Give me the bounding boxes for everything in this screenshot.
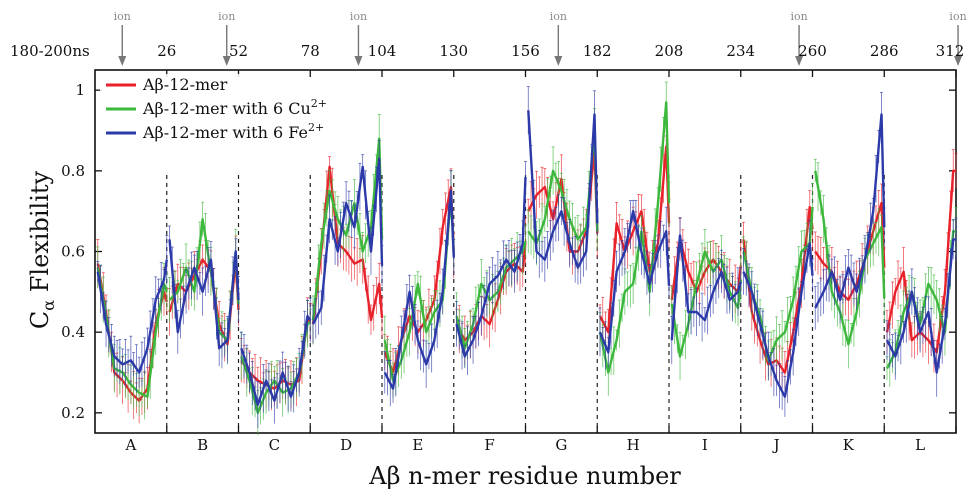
series-line [240,314,312,406]
series-layer [96,81,958,436]
y-tick-label: 0.2 [61,404,85,422]
ion-arrow-head [954,56,963,66]
top-tick-label: 78 [301,42,320,60]
ion-marker: ion [550,10,567,66]
y-tick-label: 1 [75,81,85,99]
segment-label: A [124,436,136,454]
ion-arrow-head [554,56,563,66]
top-tick-label: 286 [870,42,899,60]
series-line [455,241,527,350]
series-line [885,169,956,354]
series-line [168,239,240,350]
series-line [598,145,671,334]
ion-label: ion [550,10,567,23]
ion-label: ion [790,10,807,23]
legend-label: Aβ-12-mer with 6 Cu2+ [142,97,327,118]
segment-label: L [915,436,925,454]
ion-label: ion [350,10,367,23]
top-tick-label: 156 [511,42,540,60]
segment-labels: A B C D E F G H I J K L [124,436,925,454]
segment-label: I [702,436,708,454]
series-line [311,137,384,321]
segment-label: E [412,436,423,454]
top-tick-label: 208 [655,42,684,60]
ion-arrow-head [795,56,804,66]
segment-label: B [197,436,208,454]
segment-label: C [269,436,280,454]
series-line [311,157,384,325]
top-tick-label: 104 [368,42,397,60]
series-line [527,110,599,269]
series-line [598,101,671,374]
series-line [670,250,742,358]
ion-label: ion [949,10,966,23]
series-line [240,318,311,390]
ion-arrow-head [354,56,363,66]
series-line [814,170,886,346]
series-line [670,238,742,301]
top-tick-label: 182 [583,42,612,60]
series-line [383,189,455,390]
y-tick-labels: 0.2 0.4 0.6 0.8 1 [61,81,85,422]
legend-label: Aβ-12-mer with 6 Fe2+ [142,121,324,142]
ion-label: ion [114,10,131,23]
series-3 [96,86,958,429]
y-tick-label: 0.8 [61,162,85,180]
ion-arrow-head [118,56,127,66]
segment-label: K [843,436,855,454]
top-tick-label: 130 [439,42,468,60]
series-line [742,242,814,398]
series-line [455,176,527,358]
series-line [96,259,168,374]
x-axis-title: Aβ n-mer residue number [368,462,681,490]
ion-label: ion [218,10,235,23]
top-tick-label: 260 [798,42,827,60]
series-line [598,210,671,354]
series-line [885,238,956,374]
legend-label: Aβ-12-mer [142,75,228,94]
series-line [742,205,814,374]
legend: Aβ-12-mer Aβ-12-mer with 6 Cu2+ Aβ-12-mer … [100,74,327,144]
ion-marker: ion [350,10,367,66]
ion-marker: ion [218,10,235,66]
series-line [527,129,599,245]
ion-marker: ion [949,10,967,66]
series-line [383,185,455,374]
series-line [814,201,886,302]
y-tick-label: 0.4 [61,323,85,341]
segment-label: J [772,436,780,454]
ion-markers: ion ion ion ion ion ion [114,10,967,66]
series-line [814,113,886,309]
y-axis-title: Cα Flexibility [26,170,58,329]
ion-arrow-head [222,56,231,66]
series-line [168,258,240,346]
series-line [670,234,742,341]
time-window-label: 180-200ns [10,42,90,60]
top-tick-label: 312 [936,42,965,60]
top-tick-labels: 26 52 78 104 130 156 182 208 234 260 286 312 [157,42,964,60]
top-tick-label: 52 [229,42,248,60]
segment-label: F [484,436,494,454]
segment-label: H [627,436,640,454]
segment-label: D [340,436,352,454]
y-tick-label: 0.6 [61,243,85,261]
top-tick-label: 26 [157,42,176,60]
top-tick-label: 234 [726,42,755,60]
ion-marker: ion [114,10,131,66]
ion-marker: ion [790,10,808,66]
segment-label: G [555,436,567,454]
